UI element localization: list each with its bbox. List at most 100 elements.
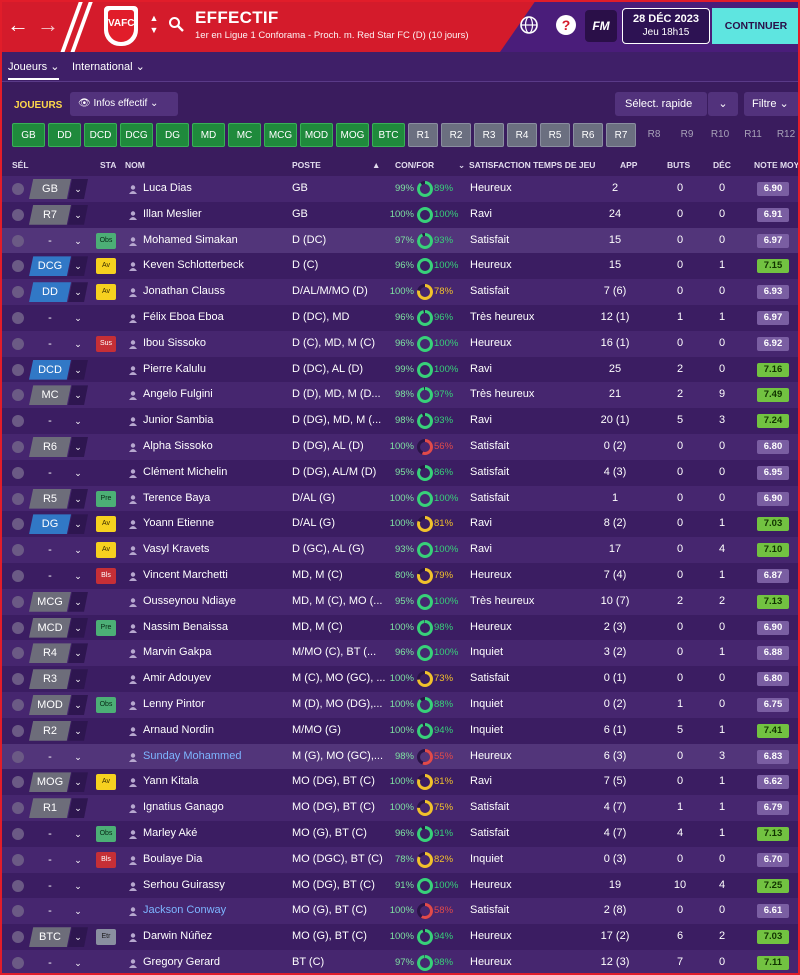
table-row[interactable]: GB ⌄ Luca Dias GB 99% 89% Heureux 2 0 0 6.90 xyxy=(0,176,800,202)
table-row[interactable]: R1 ⌄ Ignatius Ganago MO (DG), BT (C) 100% 75%… xyxy=(0,795,800,821)
player-name[interactable]: Marley Aké xyxy=(143,827,198,839)
table-row[interactable]: - ⌄ Bls Vincent Marchetti MD, M (C) 80% 79% Heu… xyxy=(0,563,800,589)
table-row[interactable]: R4 ⌄ Marvin Gakpa M/MO (C), BT (... 96% 100% I… xyxy=(0,640,800,667)
player-name[interactable]: Pierre Kalulu xyxy=(143,362,206,375)
select-checkbox[interactable] xyxy=(12,518,24,531)
select-checkbox[interactable] xyxy=(12,828,24,840)
player-name[interactable]: Darwin Núñez xyxy=(143,930,213,943)
chevron-down-icon[interactable]: ⌄ xyxy=(74,854,82,865)
select-checkbox[interactable] xyxy=(12,776,24,789)
col-filter-chevron-icon[interactable]: ⌄ xyxy=(458,160,466,170)
select-checkbox[interactable] xyxy=(12,337,24,350)
position-chip-mog[interactable]: MOG xyxy=(336,123,369,147)
select-checkbox[interactable] xyxy=(12,750,24,763)
position-selector[interactable]: - xyxy=(48,466,52,479)
date-display[interactable]: 28 DÉC 2023 Jeu 18h15 xyxy=(622,8,710,44)
position-selector[interactable]: R7 xyxy=(29,204,71,225)
select-checkbox[interactable] xyxy=(12,724,24,737)
chevron-down-icon[interactable]: ⌄ xyxy=(74,416,82,427)
select-checkbox[interactable] xyxy=(12,312,24,324)
position-selector[interactable]: - xyxy=(48,337,52,350)
filter-button[interactable]: Filtre ⌄ xyxy=(744,92,800,116)
chevron-down-icon[interactable]: ⌄ xyxy=(68,798,88,819)
chevron-down-icon[interactable]: ⌄ xyxy=(68,695,88,715)
chevron-down-icon[interactable]: ⌄ xyxy=(74,545,82,556)
position-chip-dg[interactable]: DG xyxy=(156,123,189,147)
position-selector[interactable]: MOD xyxy=(29,695,71,715)
col-nom[interactable]: NOM xyxy=(125,160,145,170)
position-selector[interactable]: MCG xyxy=(29,591,71,612)
position-chip-r6[interactable]: R6 xyxy=(573,123,603,147)
table-row[interactable]: MCD ⌄ Pre Nassim Benaissa MD, M (C) 100% 98% He… xyxy=(0,614,800,641)
position-chip-btc[interactable]: BTC xyxy=(372,123,405,147)
col-confor[interactable]: CON/FOR xyxy=(395,160,435,170)
chevron-down-icon[interactable]: ⌄ xyxy=(68,256,88,277)
player-name[interactable]: Mohamed Simakan xyxy=(143,233,238,246)
player-name[interactable]: Serhou Guirassy xyxy=(143,878,225,891)
chevron-down-icon[interactable]: ⌄ xyxy=(74,829,82,839)
tab-international[interactable]: International ⌄ xyxy=(72,61,145,73)
table-row[interactable]: MOD ⌄ Obs Lenny Pintor M (D), MO (DG),... 100… xyxy=(0,692,800,718)
chevron-down-icon[interactable]: ⌄ xyxy=(74,958,82,968)
col-note[interactable]: NOTE MOY xyxy=(754,160,800,170)
table-row[interactable]: - ⌄ Obs Marley Aké MO (G), BT (C) 96% 91% Satis… xyxy=(0,821,800,847)
select-checkbox[interactable] xyxy=(12,183,24,195)
position-chip-dcd[interactable]: DCD xyxy=(84,123,117,147)
select-checkbox[interactable] xyxy=(12,260,24,273)
position-selector[interactable]: - xyxy=(48,415,52,428)
position-chip-dd[interactable]: DD xyxy=(48,123,81,147)
position-chip-mcg[interactable]: MCG xyxy=(264,123,297,147)
player-name[interactable]: Ignatius Ganago xyxy=(143,801,224,814)
table-row[interactable]: - ⌄ Sus Ibou Sissoko D (C), MD, M (C) 96% 100%… xyxy=(0,330,800,357)
chevron-down-icon[interactable]: ⌄ xyxy=(74,906,82,917)
player-name[interactable]: Arnaud Nordin xyxy=(143,723,214,736)
chevron-down-icon[interactable]: ⌄ xyxy=(68,669,88,690)
chevron-down-icon[interactable]: ⌄ xyxy=(74,467,82,478)
player-name[interactable]: Jackson Conway xyxy=(143,904,227,917)
chevron-down-icon[interactable]: ⌄ xyxy=(68,617,88,638)
select-checkbox[interactable] xyxy=(12,492,24,505)
col-satisfaction[interactable]: SATISFACTION TEMPS DE JEU xyxy=(469,160,596,170)
player-name[interactable]: Nassim Benaissa xyxy=(143,620,228,633)
player-name[interactable]: Lenny Pintor xyxy=(143,698,205,710)
select-checkbox[interactable] xyxy=(12,570,24,582)
chevron-down-icon[interactable]: ⌄ xyxy=(74,751,82,762)
select-checkbox[interactable] xyxy=(12,441,24,453)
club-crest[interactable]: VAFC xyxy=(104,6,138,46)
player-name[interactable]: Illan Meslier xyxy=(143,207,202,220)
select-checkbox[interactable] xyxy=(12,957,24,969)
position-chip-r12[interactable]: R12 xyxy=(776,129,796,140)
player-name[interactable]: Amir Adouyev xyxy=(143,672,211,685)
player-name[interactable]: Vasyl Kravets xyxy=(143,543,210,556)
position-selector[interactable]: DD xyxy=(29,282,71,303)
position-chip-md[interactable]: MD xyxy=(192,123,225,147)
table-row[interactable]: MCG ⌄ Ousseynou Ndiaye MD, M (C), MO (... 95… xyxy=(0,588,800,615)
table-row[interactable]: DCD ⌄ Pierre Kalulu D (DC), AL (D) 99% 100% Ra… xyxy=(0,356,800,383)
player-name[interactable]: Sunday Mohammed xyxy=(143,749,242,762)
table-row[interactable]: R3 ⌄ Amir Adouyev M (C), MO (GC), ... 100% 73… xyxy=(0,666,800,692)
select-checkbox[interactable] xyxy=(12,595,24,608)
forward-arrow-icon[interactable]: → xyxy=(37,12,59,37)
player-name[interactable]: Yoann Etienne xyxy=(143,517,215,530)
position-chip-r8[interactable]: R8 xyxy=(647,129,661,140)
position-chip-dcg[interactable]: DCG xyxy=(120,123,153,147)
position-selector[interactable]: MCD xyxy=(29,617,71,638)
table-row[interactable]: - ⌄ Félix Eboa Eboa D (DC), MD 96% 96% Très he… xyxy=(0,305,800,331)
select-checkbox[interactable] xyxy=(12,389,24,402)
position-chip-r10[interactable]: R10 xyxy=(710,129,730,140)
table-row[interactable]: - ⌄ Av Vasyl Kravets D (GC), AL (G) 93% 100% Ra… xyxy=(0,537,800,563)
table-row[interactable]: R2 ⌄ Arnaud Nordin M/MO (G) 100% 94% Inquiet 6 … xyxy=(0,717,800,744)
chevron-down-icon[interactable]: ⌄ xyxy=(74,235,82,246)
select-checkbox[interactable] xyxy=(12,905,24,918)
sort-asc-icon[interactable]: ▲ xyxy=(372,160,381,170)
table-row[interactable]: - ⌄ Sunday Mohammed M (G), MO (GC),... 98% 55… xyxy=(0,743,800,770)
player-name[interactable]: Boulaye Dia xyxy=(143,852,203,865)
chevron-down-icon[interactable]: ⌄ xyxy=(68,720,88,741)
position-chip-r9[interactable]: R9 xyxy=(680,129,694,140)
search-icon[interactable] xyxy=(168,16,184,32)
select-checkbox[interactable] xyxy=(12,931,24,944)
select-checkbox[interactable] xyxy=(12,647,24,660)
table-row[interactable]: BTC ⌄ Etr Darwin Núñez MO (G), BT (C) 100% 94%… xyxy=(0,924,800,950)
table-row[interactable]: R6 ⌄ Alpha Sissoko D (DG), AL (D) 100% 56% Sat… xyxy=(0,434,800,460)
select-checkbox[interactable] xyxy=(12,699,24,711)
